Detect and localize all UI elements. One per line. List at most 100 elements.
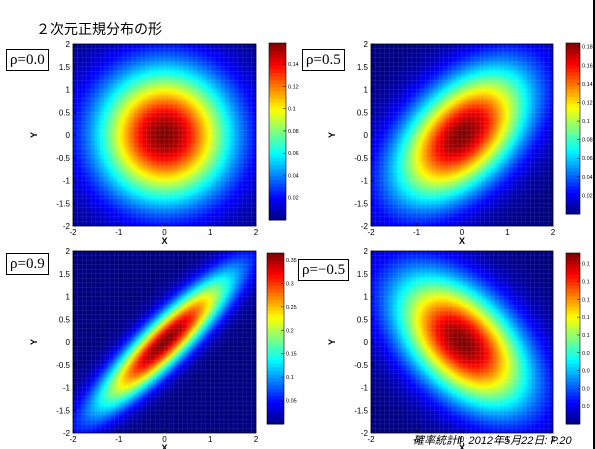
colorbar-segment [566,327,580,332]
colorbar-segment [267,399,284,404]
y-tick-label: 0 [364,338,369,347]
colorbar-segment [566,256,580,261]
colorbar-segment [566,85,580,90]
colorbar-tick-label: 0.1 [582,333,590,339]
colorbar-segment [269,79,286,85]
colorbar-segment [566,370,580,375]
colorbar-segment [566,78,580,83]
colorbar-segment [566,146,580,151]
colorbar-segment [267,324,284,329]
colorbar-segment [267,406,284,411]
colorbar-segment [566,292,580,297]
colorbar-segment [566,185,580,190]
colorbar-segment [267,363,284,368]
colorbar-segment [566,260,580,265]
colorbar: 0.02 0.04 0.06 0.08 0.1 0.12 0.14 [268,42,299,221]
y-tick-label: 0.5 [357,315,369,324]
colorbar-segment [566,413,580,418]
colorbar-segment [566,406,580,411]
colorbar-segment [267,302,284,307]
y-tick-label: 2 [66,40,71,49]
colorbar-segment [566,253,580,258]
colorbar-segment [566,345,580,350]
heatmap-mesh [73,44,256,226]
colorbar-segment [566,67,580,72]
y-axis-label: Y [29,339,39,345]
y-tick-label: 1 [364,86,369,95]
colorbar-segment [566,317,580,322]
colorbar-segment [566,388,580,393]
colorbar-tick-label: 0.08 [582,138,593,144]
colorbar-tick-label: 0.1 [582,119,590,125]
colorbar-segment [269,90,286,96]
colorbar-segment [267,338,284,343]
x-tick-label: 1 [505,228,510,237]
colorbar-segment [566,263,580,268]
colorbar-segment [269,216,286,221]
colorbar-segment [566,402,580,407]
colorbar-segment [566,349,580,354]
colorbar-tick-label: 0.0 [582,404,590,410]
x-tick-label: 1 [208,228,213,237]
colorbar-segment [566,64,580,69]
y-tick-label: -2 [361,429,369,438]
colorbar-segment [269,65,286,70]
colorbar-tick-label: 0.02 [288,196,299,202]
colorbar-segment [269,50,286,55]
colorbar-segment [566,189,580,194]
y-tick-label: -1.5 [354,199,368,208]
rho-label: ρ=0.9 [6,253,49,275]
colorbar-tick-label: 0.06 [288,151,299,157]
colorbar-tick-label: 0.1 [582,280,590,286]
colorbar-segment [566,338,580,343]
colorbar-segment [566,124,580,129]
x-tick-label: -1 [115,228,123,237]
colorbar-segment [269,186,286,191]
colorbar-segment [269,190,286,195]
colorbar-segment [267,317,284,322]
colorbar-segment [269,161,286,166]
colorbar-segment [267,299,284,304]
y-tick-label: 1 [364,293,369,302]
colorbar-tick-label: 0.12 [288,84,299,90]
colorbar-segment [566,50,580,55]
colorbar-segment [269,164,286,169]
y-tick-label: 0.5 [59,108,71,117]
y-tick-label: -2 [63,429,71,438]
y-tick-label: 0 [66,131,71,140]
colorbar-segment [267,327,284,332]
colorbar-segment [566,89,580,94]
heatmap-image [371,44,553,226]
x-tick-label: 0 [460,435,465,444]
colorbar-segment [267,313,284,318]
heatmap-image [371,251,553,433]
colorbar-segment [566,135,580,140]
y-tick-label: 1.5 [357,63,369,72]
colorbar-segment [566,114,580,119]
colorbar-segment [566,299,580,304]
colorbar-segment [566,295,580,300]
colorbar-tick-label: 0.1 [288,107,296,113]
y-axis-label: Y [327,132,337,138]
x-tick-label: 2 [254,435,259,444]
y-tick-label: 2 [66,247,71,256]
colorbar-segment [267,306,284,311]
colorbar-segment [566,302,580,307]
colorbar-segment [566,381,580,386]
colorbar-segment [269,109,286,114]
colorbar-segment [566,331,580,336]
heatmap-panel-4: -2 -1 0 1 2-2-1.5-1-0.500.511.52XY0.00.00.00… [327,247,590,449]
colorbar: 0.05 0.1 0.15 0.2 0.25 0.3 0.35 [266,252,297,425]
colorbar-segment [566,128,580,133]
colorbar-segment [267,274,284,279]
colorbar-segment [267,384,284,389]
colorbar-segment [566,171,580,176]
x-tick-label: 0 [460,228,465,237]
colorbar-tick-label: 0.3 [286,281,294,287]
colorbar-segment [267,310,284,315]
colorbar-segment [566,210,580,215]
y-axis-label: Y [327,339,337,345]
colorbar-tick-label: 0.08 [288,129,299,135]
colorbar-segment [566,367,580,372]
